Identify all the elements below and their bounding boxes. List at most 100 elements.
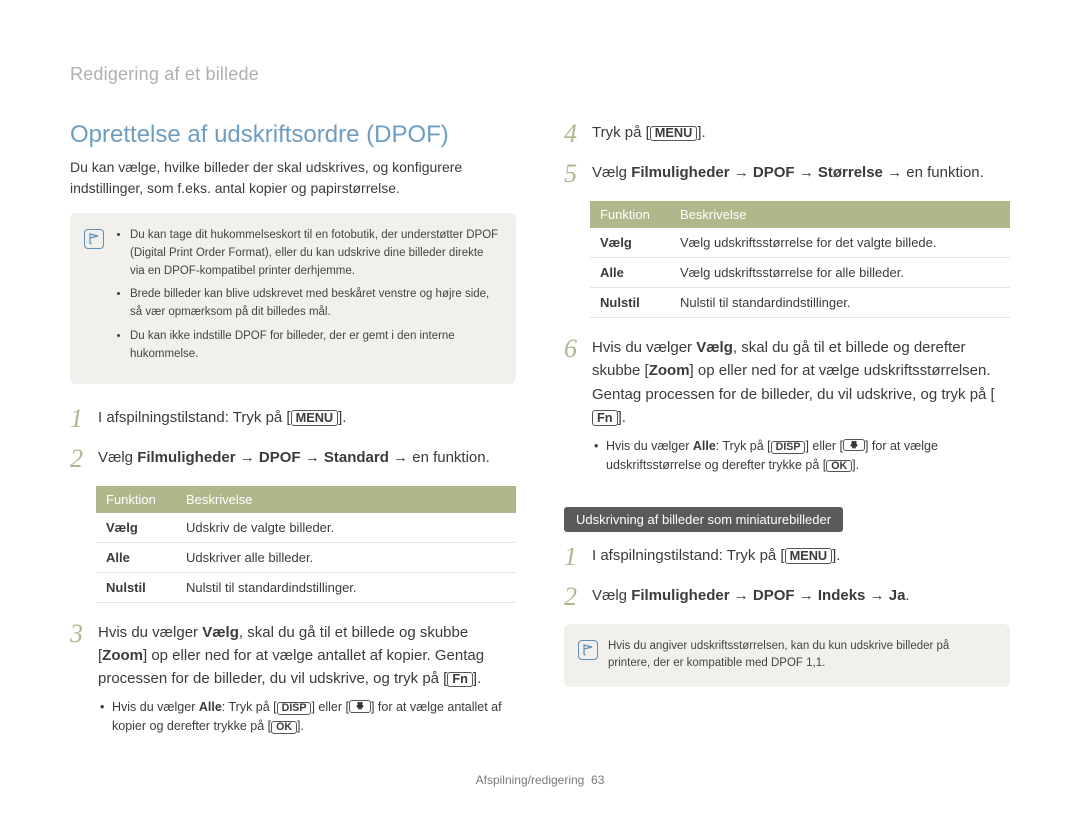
mini-step-1: 1 I afspilningstilstand: Tryk på [MENU].: [564, 544, 1010, 570]
footer-section: Afspilning/redigering: [476, 773, 585, 787]
right-column: 4 Tryk på [MENU]. 5 Vælg Filmuligheder →…: [564, 121, 1010, 750]
note-item: Brede billeder kan blive udskrevet med b…: [130, 286, 500, 322]
bold: Vælg: [696, 339, 733, 356]
text: I afspilningstilstand: Tryk på [: [592, 547, 785, 564]
col-header: Funktion: [590, 201, 670, 228]
text: ].: [852, 458, 859, 472]
cell: Nulstil: [96, 572, 176, 602]
text: → en funktion.: [883, 164, 984, 181]
cell: Udskriv de valgte billeder.: [176, 513, 516, 543]
table-row: VælgUdskriv de valgte billeder.: [96, 513, 516, 543]
step-body: Vælg Filmuligheder → DPOF → Størrelse → …: [592, 161, 984, 187]
text: .: [905, 587, 909, 604]
disp-key: DISP: [771, 441, 806, 454]
note-list: Du kan tage dit hukommelseskort til en f…: [114, 227, 500, 370]
text: I afspilningstilstand: Tryk på [: [98, 409, 291, 426]
step-3: 3 Hvis du vælger Vælg, skal du gå til et…: [70, 621, 516, 736]
text: Tryk på [: [592, 124, 650, 141]
note-icon: [578, 640, 598, 660]
note-text: Hvis du angiver udskriftsstørrelsen, kan…: [608, 638, 994, 674]
left-column: Oprettelse af udskriftsordre (DPOF) Du k…: [70, 121, 516, 750]
function-table-1: Funktion Beskrivelse VælgUdskriv de valg…: [96, 486, 516, 603]
table-row: AlleUdskriver alle billeder.: [96, 542, 516, 572]
note-icon: [84, 229, 104, 249]
sub-bullet: Hvis du vælger Alle: Tryk på [DISP] elle…: [592, 437, 1010, 475]
col-header: Beskrivelse: [176, 486, 516, 513]
col-header: Funktion: [96, 486, 176, 513]
step-6: 6 Hvis du vælger Vælg, skal du gå til et…: [564, 336, 1010, 475]
bold-path: Filmuligheder → DPOF → Indeks → Ja: [631, 587, 905, 604]
note-item: Du kan ikke indstille DPOF for billeder,…: [130, 328, 500, 364]
flower-key: [843, 439, 865, 452]
step-number: 2: [564, 584, 582, 610]
note-box-1: Du kan tage dit hukommelseskort til en f…: [70, 213, 516, 384]
step-2: 2 Vælg Filmuligheder → DPOF → Standard →…: [70, 446, 516, 472]
col-header: Beskrivelse: [670, 201, 1010, 228]
step-4: 4 Tryk på [MENU].: [564, 121, 1010, 147]
step-number: 6: [564, 336, 582, 475]
step-5: 5 Vælg Filmuligheder → DPOF → Størrelse …: [564, 161, 1010, 187]
cell: Alle: [96, 542, 176, 572]
table-header-row: Funktion Beskrivelse: [96, 486, 516, 513]
text: ] op eller ned for at vælge antallet af …: [98, 647, 484, 687]
text: ].: [697, 124, 705, 141]
flower-key: [349, 700, 371, 713]
menu-key: MENU: [785, 548, 833, 563]
step-number: 5: [564, 161, 582, 187]
zoom-key: Zoom: [649, 362, 690, 379]
page: Redigering af et billede Oprettelse af u…: [0, 0, 1080, 815]
sub-bullet: Hvis du vælger Alle: Tryk på [DISP] elle…: [98, 698, 516, 736]
mini-step-2: 2 Vælg Filmuligheder → DPOF → Indeks → J…: [564, 584, 1010, 610]
text: Vælg: [592, 164, 631, 181]
ok-key: OK: [271, 721, 297, 734]
zoom-key: Zoom: [102, 647, 143, 664]
step-body: I afspilningstilstand: Tryk på [MENU].: [98, 406, 346, 432]
step-number: 2: [70, 446, 88, 472]
function-table-2: Funktion Beskrivelse VælgVælg udskriftss…: [590, 201, 1010, 318]
text: Hvis du vælger: [112, 700, 199, 714]
footer-page: 63: [591, 773, 604, 787]
menu-key: MENU: [291, 410, 339, 425]
table-row: AlleVælg udskriftsstørrelse for alle bil…: [590, 258, 1010, 288]
table-row: VælgVælg udskriftsstørrelse for det valg…: [590, 228, 1010, 258]
text: : Tryk på [: [716, 439, 771, 453]
step-1: 1 I afspilningstilstand: Tryk på [MENU].: [70, 406, 516, 432]
ok-key: OK: [826, 460, 852, 473]
step-number: 1: [70, 406, 88, 432]
text: Hvis du vælger: [98, 624, 202, 641]
menu-key: MENU: [650, 126, 698, 141]
text: ].: [832, 547, 840, 564]
cell: Vælg udskriftsstørrelse for det valgte b…: [670, 228, 1010, 258]
bold-path: Filmuligheder → DPOF → Størrelse: [631, 164, 883, 181]
breadcrumb: Redigering af et billede: [70, 64, 1010, 85]
text: Hvis du vælger: [592, 339, 696, 356]
text: ] eller [: [311, 700, 349, 714]
table-row: NulstilNulstil til standardindstillinger…: [590, 288, 1010, 318]
bold: Alle: [199, 700, 222, 714]
table-row: NulstilNulstil til standardindstillinger…: [96, 572, 516, 602]
section-title: Oprettelse af udskriftsordre (DPOF): [70, 121, 516, 149]
cell: Vælg: [96, 513, 176, 543]
step-body: Hvis du vælger Vælg, skal du gå til et b…: [98, 621, 516, 736]
fn-key: Fn: [447, 672, 473, 687]
step-body: Hvis du vælger Vælg, skal du gå til et b…: [592, 336, 1010, 475]
page-footer: Afspilning/redigering 63: [0, 773, 1080, 787]
text: → en funktion.: [389, 449, 490, 466]
step-body: I afspilningstilstand: Tryk på [MENU].: [592, 544, 840, 570]
step-body: Vælg Filmuligheder → DPOF → Indeks → Ja.: [592, 584, 910, 610]
spacer: [564, 489, 1010, 507]
cell: Nulstil til standardindstillinger.: [176, 572, 516, 602]
intro-text: Du kan vælge, hvilke billeder der skal u…: [70, 157, 516, 199]
disp-key: DISP: [277, 702, 312, 715]
text: ] eller [: [805, 439, 843, 453]
step-number: 1: [564, 544, 582, 570]
bold: Alle: [693, 439, 716, 453]
cell: Nulstil til standardindstillinger.: [670, 288, 1010, 318]
cell: Vælg: [590, 228, 670, 258]
text: ].: [473, 670, 481, 687]
table-header-row: Funktion Beskrivelse: [590, 201, 1010, 228]
text: ].: [297, 719, 304, 733]
bold: Vælg: [202, 624, 239, 641]
cell: Alle: [590, 258, 670, 288]
text: : Tryk på [: [222, 700, 277, 714]
